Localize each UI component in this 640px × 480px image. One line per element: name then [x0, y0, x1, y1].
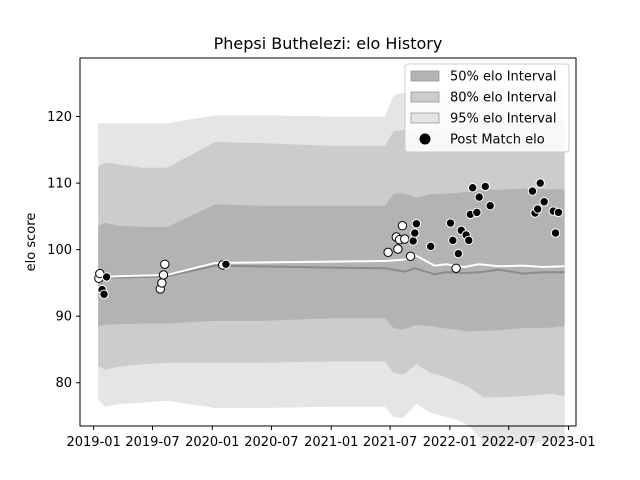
x-tick-label-4: 2021-01 [304, 435, 358, 450]
legend: 50% elo Interval 80% elo Interval 95% elo … [404, 63, 570, 153]
post-match-point-11 [383, 247, 393, 258]
post-match-point-6 [157, 278, 167, 288]
x-tick-label-2: 2020-01 [185, 435, 239, 450]
post-match-point-22 [445, 218, 456, 228]
x-tick-label-0: 2019-01 [66, 435, 120, 450]
post-match-point-20 [411, 219, 422, 229]
x-axis: 2019-01 2019-07 2020-01 2020-07 2021-01 2021-… [66, 426, 596, 450]
post-match-point-30 [467, 183, 478, 193]
post-match-point-4 [101, 272, 112, 282]
post-match-point-18 [408, 236, 418, 246]
legend-items: 50% elo Interval 80% elo Interval 95% elo … [410, 70, 557, 148]
post-match-point-8 [160, 259, 170, 269]
post-match-point-24 [451, 263, 461, 273]
mean-line [98, 253, 565, 279]
post-match-point-16 [400, 234, 410, 244]
y-tick-label-3: 110 [47, 177, 72, 192]
legend-swatch-1 [410, 91, 440, 103]
median-line [98, 264, 565, 279]
x-tick-label-1: 2019-07 [125, 435, 179, 450]
y-tick-label-2: 100 [47, 243, 72, 258]
legend-label-2: 95% elo Interval [450, 112, 557, 127]
post-match-point-21 [426, 241, 436, 252]
post-match-point-19 [410, 228, 420, 238]
trend-lines [98, 253, 565, 279]
post-match-point-39 [539, 197, 549, 207]
post-match-point-31 [472, 207, 482, 218]
post-match-point-42 [553, 207, 564, 218]
x-tick-label-6: 2022-01 [423, 435, 477, 450]
post-match-point-35 [527, 186, 538, 196]
y-tick-label-0: 80 [55, 376, 72, 391]
legend-marker-3 [419, 133, 431, 145]
y-tick-label-1: 90 [55, 310, 72, 325]
post-match-points [94, 178, 564, 299]
post-match-point-7 [158, 270, 169, 280]
post-match-point-33 [480, 181, 491, 192]
post-match-point-37 [532, 204, 543, 214]
legend-label-3: Post Match elo [450, 133, 545, 148]
legend-swatch-2 [410, 112, 440, 124]
x-tick-label-7: 2022-07 [482, 435, 536, 450]
post-match-point-34 [485, 201, 495, 211]
axes-frame [79, 57, 577, 427]
post-match-point-41 [550, 228, 561, 238]
post-match-point-23 [448, 235, 458, 246]
y-axis-label: elo score [24, 213, 39, 272]
y-tick-label-4: 120 [47, 110, 72, 125]
legend-frame [404, 63, 570, 153]
post-match-point-32 [474, 192, 484, 202]
post-match-point-3 [99, 289, 109, 299]
legend-swatch-0 [410, 70, 440, 82]
x-tick-label-8: 2023-01 [541, 435, 595, 450]
post-match-point-38 [535, 178, 545, 188]
legend-label-1: 80% elo Interval [450, 91, 557, 106]
x-tick-label-3: 2020-07 [244, 435, 298, 450]
post-match-point-15 [397, 221, 408, 231]
legend-label-0: 50% elo Interval [450, 70, 557, 85]
post-match-point-17 [405, 251, 416, 262]
post-match-point-13 [393, 244, 403, 254]
x-tick-label-5: 2021-07 [363, 435, 417, 450]
y-axis: 80 90 100 110 120 [47, 110, 80, 391]
post-match-point-25 [453, 248, 464, 259]
post-match-point-10 [221, 259, 231, 269]
chart-title: Phepsi Buthelezi: elo History [214, 34, 443, 53]
post-match-point-28 [464, 235, 474, 246]
